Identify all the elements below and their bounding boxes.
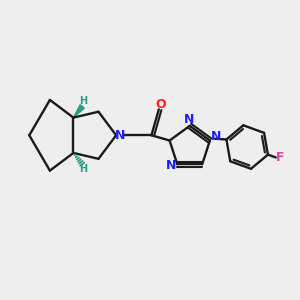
Text: N: N [166, 159, 176, 172]
Text: O: O [155, 98, 166, 111]
Text: N: N [183, 113, 194, 127]
Text: N: N [115, 129, 125, 142]
Text: H: H [79, 96, 87, 106]
Text: F: F [276, 151, 284, 164]
Text: N: N [211, 130, 222, 143]
Polygon shape [74, 105, 84, 118]
Text: H: H [79, 164, 87, 174]
